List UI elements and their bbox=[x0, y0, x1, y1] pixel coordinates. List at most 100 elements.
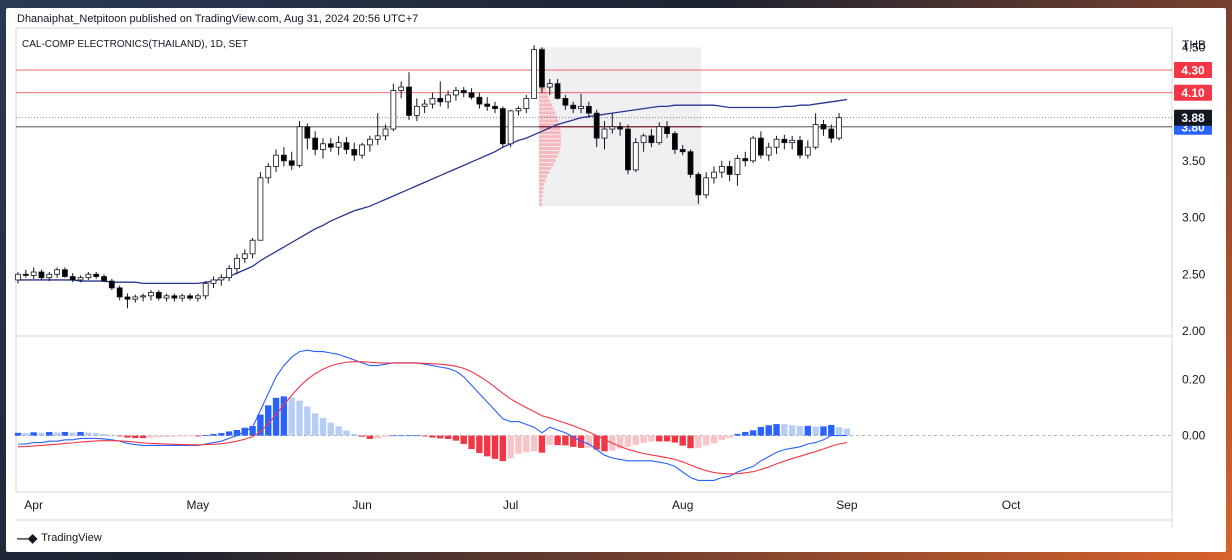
candle-body bbox=[797, 139, 803, 156]
candle-body bbox=[429, 98, 436, 105]
macd-histogram-bar bbox=[155, 435, 162, 438]
macd-histogram-bar bbox=[460, 435, 467, 444]
macd-histogram-bar bbox=[116, 435, 123, 437]
candle-body bbox=[750, 137, 756, 162]
macd-histogram-bar bbox=[30, 432, 37, 436]
volume-profile-bar bbox=[538, 202, 543, 206]
candle-body bbox=[476, 96, 483, 105]
volume-profile-bar bbox=[538, 103, 552, 107]
candle-body bbox=[296, 126, 303, 166]
candle-body bbox=[765, 146, 772, 156]
candle-body bbox=[703, 177, 710, 196]
volume-profile-bar bbox=[538, 115, 557, 119]
macd-histogram-bar bbox=[225, 431, 233, 436]
macd-histogram-bar bbox=[280, 396, 288, 436]
candle-body bbox=[695, 174, 702, 196]
macd-histogram-bar bbox=[147, 435, 155, 438]
macd-histogram-bar bbox=[828, 424, 835, 436]
candle-body bbox=[484, 103, 491, 107]
volume-profile-bar bbox=[538, 190, 543, 194]
macd-histogram-bar bbox=[366, 435, 374, 439]
candle-body bbox=[382, 128, 389, 137]
candle-body bbox=[140, 295, 147, 298]
candle-body bbox=[758, 137, 764, 156]
candle-body bbox=[265, 166, 272, 179]
candle-body bbox=[69, 276, 76, 281]
macd-histogram-bar bbox=[304, 406, 311, 436]
candle-body bbox=[812, 124, 819, 148]
candle-body bbox=[22, 273, 29, 276]
publisher-line: Dhanaiphat_Netpitoon published on Tradin… bbox=[17, 13, 418, 25]
macd-histogram-bar bbox=[491, 435, 499, 459]
macd-histogram-bar bbox=[515, 435, 522, 454]
candle-body bbox=[578, 105, 584, 110]
macd-histogram-bar bbox=[663, 435, 671, 442]
volume-profile-bar bbox=[538, 155, 558, 159]
macd-histogram-bar bbox=[781, 424, 788, 436]
macd-histogram-bar bbox=[726, 435, 733, 438]
macd-histogram-bar bbox=[351, 433, 358, 436]
candle-body bbox=[210, 279, 217, 284]
macd-histogram-bar bbox=[624, 435, 632, 448]
candle-body bbox=[85, 273, 92, 279]
macd-histogram-bar bbox=[640, 435, 647, 443]
price-axis-ticks[interactable]: 4.50 3.50 3.00 2.50 2.00 0.20 0.00 bbox=[1182, 40, 1206, 442]
macd-histogram-bar bbox=[14, 432, 22, 436]
price-tick-label: 2.00 bbox=[1182, 324, 1206, 338]
chart-svg[interactable]: CAL-COMP ELECTRONICS(THAILAND), 1D, SET … bbox=[6, 8, 1226, 552]
time-tick-label: Aug bbox=[672, 498, 693, 512]
candle-body bbox=[257, 177, 264, 241]
candle-body bbox=[406, 86, 412, 116]
candle-body bbox=[304, 126, 311, 139]
volume-profile-bar bbox=[538, 147, 561, 151]
candle-body bbox=[781, 138, 788, 144]
candle-body bbox=[492, 105, 498, 110]
price-badges: 4.304.103.803.88 bbox=[1174, 62, 1212, 135]
macd-histogram-bar bbox=[257, 414, 264, 436]
macd-histogram-bar bbox=[757, 426, 765, 436]
macd-histogram-bar bbox=[69, 432, 76, 436]
candle-body bbox=[453, 90, 459, 96]
candle-body bbox=[554, 83, 561, 99]
time-axis-ticks[interactable]: Apr May Jun Jul Aug Sep Oct bbox=[24, 498, 1021, 512]
macd-histogram-bar bbox=[335, 426, 342, 436]
candle-body bbox=[187, 295, 193, 299]
macd-histogram-bar bbox=[570, 435, 577, 447]
macd-lines bbox=[17, 349, 848, 481]
macd-histogram-bar bbox=[100, 433, 108, 436]
candle-body bbox=[711, 171, 717, 179]
candle-body bbox=[601, 128, 608, 139]
macd-histogram-bar bbox=[390, 435, 397, 437]
volume-profile-bar bbox=[538, 143, 561, 147]
time-tick-label: Sep bbox=[836, 498, 858, 512]
candle-body bbox=[273, 154, 279, 167]
macd-histogram-bar bbox=[593, 435, 600, 450]
macd-histogram-bar bbox=[804, 425, 812, 436]
candle-body bbox=[687, 151, 694, 175]
candle-body bbox=[679, 149, 686, 153]
macd-histogram-bar bbox=[327, 422, 334, 436]
volume-profile-bar bbox=[538, 166, 552, 170]
candle-body bbox=[249, 239, 256, 255]
volume-profile-bar bbox=[538, 151, 560, 155]
volume-profile-bar bbox=[538, 111, 556, 115]
macd-histogram-bar bbox=[358, 435, 366, 437]
tradingview-logo[interactable]: —◆ TradingView bbox=[17, 531, 102, 545]
macd-histogram-bar bbox=[46, 431, 53, 436]
candle-body bbox=[546, 83, 553, 88]
candle-body bbox=[523, 98, 530, 110]
macd-histogram-bar bbox=[546, 435, 553, 445]
candle-body bbox=[413, 105, 420, 116]
candle-body bbox=[54, 269, 60, 275]
macd-histogram-bar bbox=[718, 435, 725, 440]
macd-histogram-bar bbox=[765, 425, 772, 436]
time-tick-label: Jul bbox=[503, 498, 518, 512]
macd-histogram-bar bbox=[77, 431, 84, 436]
candle-body bbox=[366, 138, 373, 146]
macd-histogram-bar bbox=[296, 400, 303, 436]
macd-histogram-bar bbox=[702, 435, 710, 446]
publisher-name[interactable]: Dhanaiphat_Netpitoon bbox=[17, 13, 127, 25]
macd-histogram-bar bbox=[429, 435, 436, 438]
macd-histogram-bar bbox=[601, 435, 608, 452]
macd-histogram-bar bbox=[554, 435, 561, 446]
